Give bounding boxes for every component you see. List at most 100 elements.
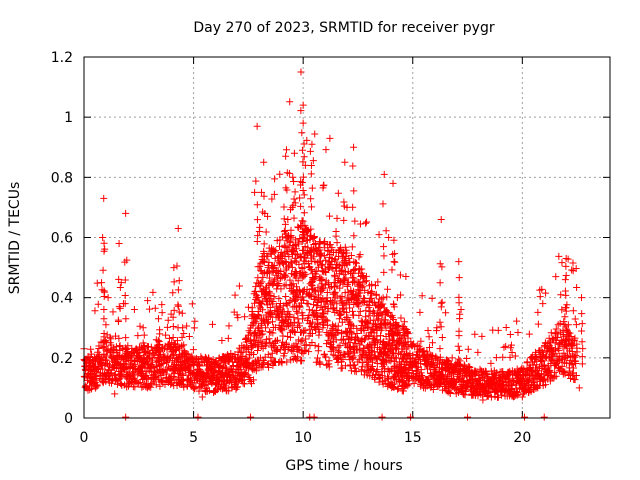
data-point bbox=[298, 357, 306, 365]
data-point bbox=[222, 363, 230, 371]
data-point bbox=[318, 285, 326, 293]
data-point bbox=[241, 380, 249, 388]
data-point bbox=[267, 353, 275, 361]
data-point bbox=[299, 311, 307, 319]
data-point bbox=[253, 238, 261, 246]
data-point bbox=[436, 318, 444, 326]
data-point bbox=[334, 260, 342, 268]
y-tick-label: 1.2 bbox=[51, 50, 73, 66]
data-point bbox=[164, 316, 172, 324]
data-point bbox=[390, 258, 398, 266]
data-point bbox=[316, 238, 324, 246]
data-point bbox=[174, 302, 182, 310]
data-point bbox=[375, 231, 383, 239]
data-point bbox=[282, 281, 290, 289]
data-point bbox=[253, 201, 261, 209]
data-point bbox=[332, 227, 340, 235]
x-tick-label: 20 bbox=[513, 430, 531, 446]
data-point bbox=[218, 337, 226, 345]
data-point bbox=[237, 366, 245, 374]
data-point bbox=[494, 326, 502, 334]
data-point bbox=[251, 328, 259, 336]
data-point bbox=[502, 342, 510, 350]
data-point bbox=[194, 413, 202, 421]
data-point bbox=[130, 306, 138, 314]
data-point bbox=[135, 379, 143, 387]
data-point bbox=[259, 317, 267, 325]
data-point bbox=[316, 246, 324, 254]
data-point bbox=[98, 279, 106, 287]
data-point bbox=[353, 329, 361, 337]
data-point bbox=[158, 309, 166, 317]
data-point bbox=[300, 191, 308, 199]
y-tick-label: 0 bbox=[64, 411, 73, 427]
data-point bbox=[312, 272, 320, 280]
data-point bbox=[277, 285, 285, 293]
data-point bbox=[251, 188, 259, 196]
peak-point bbox=[380, 170, 388, 178]
data-point bbox=[492, 354, 500, 362]
data-point bbox=[184, 350, 192, 358]
data-point bbox=[561, 313, 569, 321]
data-point bbox=[320, 252, 328, 260]
data-point bbox=[436, 345, 444, 353]
data-point bbox=[241, 313, 249, 321]
data-point bbox=[149, 288, 157, 296]
data-point bbox=[308, 184, 316, 192]
data-point bbox=[294, 345, 302, 353]
data-point bbox=[159, 359, 167, 367]
data-point bbox=[191, 317, 199, 325]
data-point bbox=[289, 303, 297, 311]
data-point bbox=[88, 385, 96, 393]
data-point bbox=[336, 294, 344, 302]
data-point bbox=[309, 157, 317, 165]
data-point bbox=[377, 332, 385, 340]
data-point bbox=[165, 334, 173, 342]
data-point bbox=[389, 250, 397, 258]
data-point bbox=[352, 364, 360, 372]
data-point bbox=[320, 181, 328, 189]
data-point bbox=[326, 284, 334, 292]
data-point bbox=[257, 337, 265, 345]
data-point bbox=[140, 331, 148, 339]
data-point bbox=[424, 326, 432, 334]
peak-point bbox=[389, 179, 397, 187]
data-point bbox=[144, 297, 152, 305]
data-point bbox=[325, 357, 333, 365]
data-point bbox=[87, 350, 95, 358]
data-point bbox=[307, 225, 315, 233]
data-point bbox=[478, 332, 486, 340]
data-point bbox=[456, 310, 464, 318]
data-point bbox=[265, 363, 273, 371]
data-point bbox=[266, 274, 274, 282]
data-point bbox=[287, 226, 295, 234]
data-point bbox=[311, 341, 319, 349]
data-point bbox=[297, 337, 305, 345]
peak-point bbox=[260, 158, 268, 166]
data-point bbox=[163, 346, 171, 354]
data-point bbox=[291, 318, 299, 326]
data-points bbox=[80, 68, 587, 421]
data-point bbox=[569, 307, 577, 315]
data-point bbox=[296, 194, 304, 202]
data-point bbox=[568, 266, 576, 274]
data-point bbox=[314, 319, 322, 327]
data-point bbox=[253, 216, 261, 224]
data-point bbox=[349, 354, 357, 362]
data-point bbox=[326, 251, 334, 259]
data-point bbox=[333, 214, 341, 222]
data-point bbox=[350, 266, 358, 274]
data-point bbox=[270, 262, 278, 270]
data-point bbox=[147, 383, 155, 391]
data-point bbox=[117, 380, 125, 388]
data-point bbox=[134, 332, 142, 340]
data-point bbox=[122, 334, 130, 342]
data-point bbox=[464, 345, 472, 353]
data-point bbox=[379, 294, 387, 302]
x-tick-label: 5 bbox=[189, 430, 198, 446]
data-point bbox=[136, 322, 144, 330]
data-point bbox=[572, 352, 580, 360]
data-point bbox=[438, 334, 446, 342]
data-point bbox=[306, 147, 314, 155]
data-point bbox=[562, 271, 570, 279]
